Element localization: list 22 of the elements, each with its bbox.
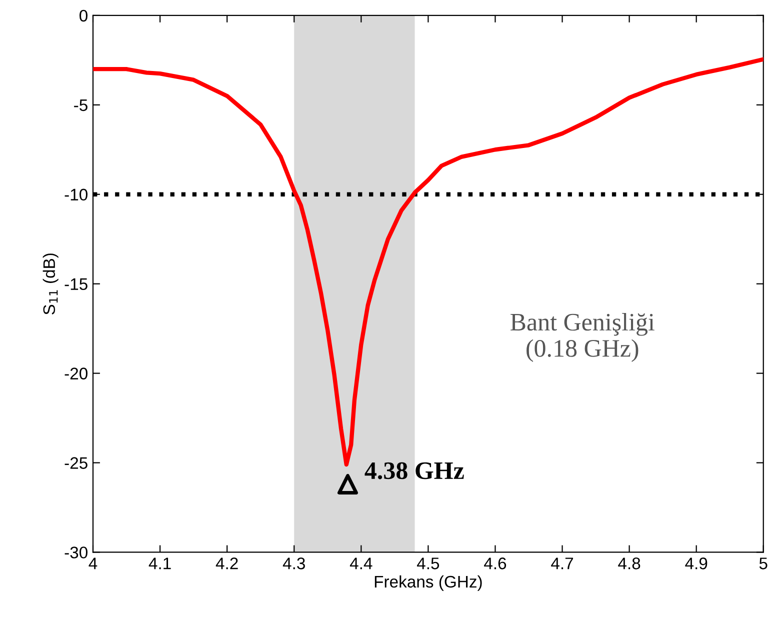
x-tick-label: 4: [88, 558, 98, 570]
annotation: Bant Genişliği (0.18 GHz): [510, 313, 654, 362]
x-tick-label: 4.7: [551, 558, 574, 570]
y-tick-label: -20: [64, 368, 88, 380]
x-tick-label: 5: [759, 558, 768, 570]
y-tick-label: -15: [64, 278, 88, 290]
x-tick-label: 4.9: [685, 558, 708, 570]
y-tick-label: -30: [64, 546, 88, 558]
y-tick-label: -5: [74, 99, 88, 112]
y-tick-label: -10: [64, 188, 88, 201]
x-tick-label: 4.1: [148, 558, 171, 570]
x-tick-label: 4.2: [216, 558, 238, 570]
y-tick-label: 0: [80, 10, 88, 22]
x-tick-label: 4.4: [350, 558, 372, 570]
x-tick-label: 4.8: [618, 558, 640, 570]
annotation: 4.38 GHz: [364, 462, 464, 480]
y-tick-label: -25: [64, 457, 88, 469]
x-axis-title: Frekans (GHz): [374, 575, 482, 591]
x-tick-label: 4.6: [484, 558, 506, 570]
y-axis-title: S$_{11}$ (dB): [42, 254, 58, 314]
x-tick-label: 4.3: [282, 558, 305, 570]
x-tick-label: 4.5: [416, 558, 440, 570]
